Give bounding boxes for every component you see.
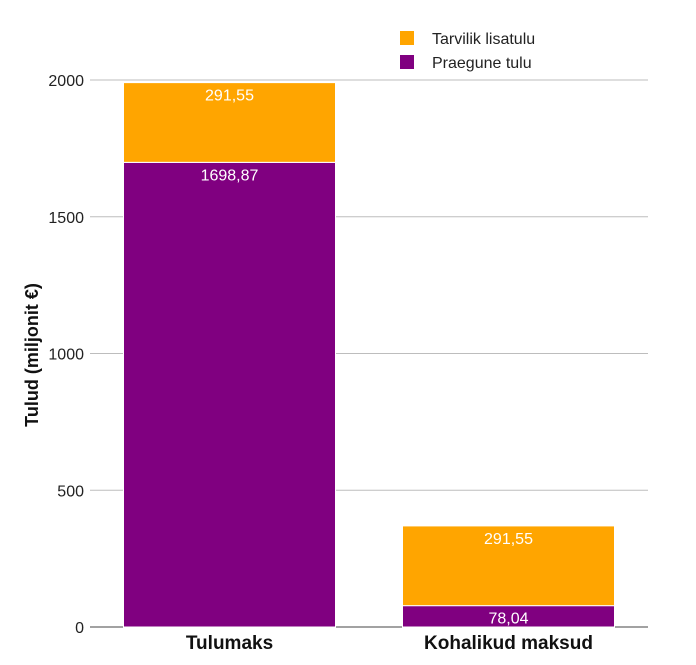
bars bbox=[123, 82, 615, 628]
legend-label-1: Praegune tulu bbox=[432, 55, 532, 72]
y-tick-label-500: 500 bbox=[57, 483, 84, 500]
category-label-1: Kohalikud maksud bbox=[424, 633, 593, 654]
legend: Tarvilik lisatulu Praegune tulu bbox=[400, 31, 535, 72]
category-labels: Tulumaks Kohalikud maksud bbox=[186, 633, 593, 654]
bar-0-series-1 bbox=[123, 82, 336, 163]
y-tick-labels: 0 500 1000 1500 2000 bbox=[48, 73, 84, 637]
y-tick-label-1500: 1500 bbox=[48, 210, 84, 227]
y-tick-label-0: 0 bbox=[75, 620, 84, 637]
legend-swatch-1 bbox=[400, 55, 414, 69]
data-labels: 1698,87 291,55 78,04 291,55 bbox=[201, 88, 533, 628]
y-axis-title: Tulud (miljonit €) bbox=[22, 283, 42, 427]
y-tick-label-1000: 1000 bbox=[48, 347, 84, 364]
legend-swatch-0 bbox=[400, 31, 414, 45]
data-label-0-series-1: 291,55 bbox=[205, 88, 254, 105]
category-label-0: Tulumaks bbox=[186, 633, 273, 654]
data-label-1-series-1: 291,55 bbox=[484, 531, 533, 548]
data-label-1-series-0: 78,04 bbox=[488, 611, 528, 628]
bar-1-series-1 bbox=[402, 525, 615, 607]
y-tick-label-2000: 2000 bbox=[48, 73, 84, 90]
data-label-0-series-0: 1698,87 bbox=[201, 167, 259, 184]
bar-0-series-0 bbox=[123, 161, 336, 628]
legend-label-0: Tarvilik lisatulu bbox=[432, 31, 535, 48]
